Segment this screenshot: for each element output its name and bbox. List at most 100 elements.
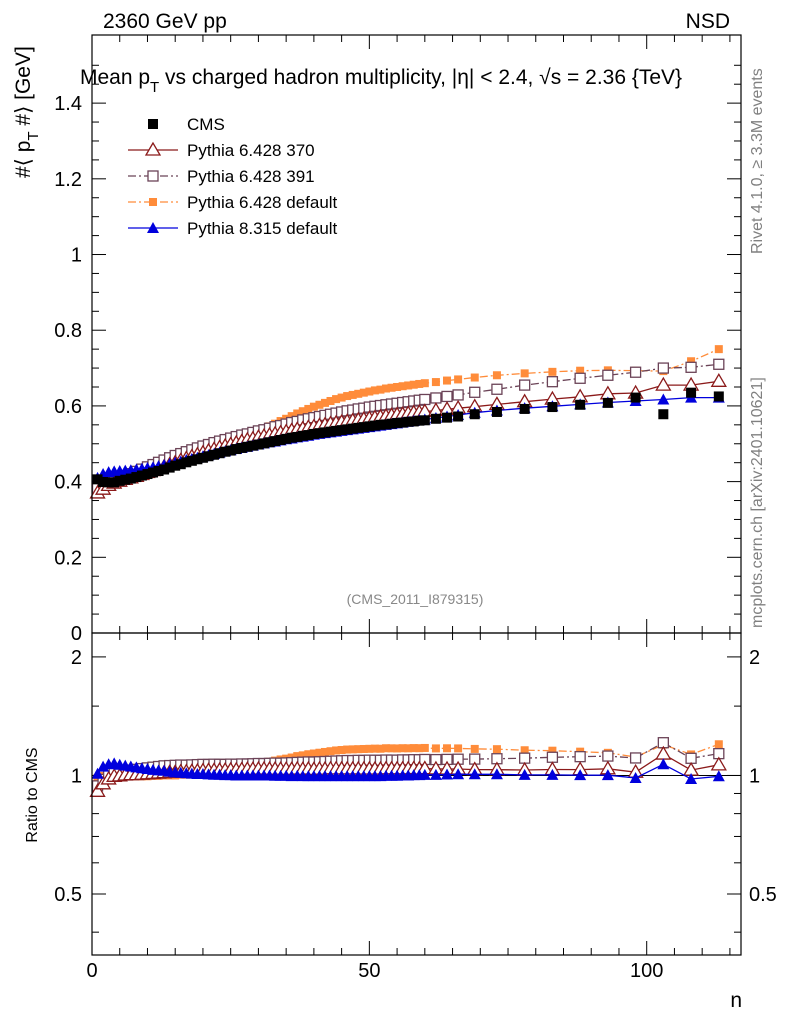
data-point <box>381 384 390 393</box>
y-axis-label-part2: #⟩ [GeV] <box>12 46 35 131</box>
legend-marker <box>149 198 157 206</box>
data-point <box>98 476 109 487</box>
ratio-y-tick-label: 1 <box>71 765 82 787</box>
legend-item-pythia-6-428-391: Pythia 6.428 391 <box>128 167 315 186</box>
x-tick-label: 100 <box>630 960 663 982</box>
data-point <box>414 415 425 426</box>
data-point <box>655 376 672 391</box>
ratio-point <box>326 747 335 756</box>
data-point <box>365 387 374 396</box>
ratio-point <box>468 768 481 780</box>
ratio-point <box>443 744 452 753</box>
data-point <box>431 378 440 387</box>
data-point <box>713 391 724 402</box>
data-point <box>364 421 375 432</box>
plot-title: Mean pT vs charged hadron multiplicity, … <box>80 66 682 96</box>
data-point <box>192 454 203 465</box>
ratio-point <box>629 752 642 764</box>
energy-label: 2360 GeV pp <box>103 10 227 33</box>
ratio-point <box>315 748 324 757</box>
data-point <box>286 432 297 443</box>
legend-item-pythia-8-315-default: Pythia 8.315 default <box>128 219 338 238</box>
ratio-panel-ticks: 0 50 100 0.5 0.5 1 1 2 2 <box>54 633 777 982</box>
data-point <box>320 398 329 407</box>
ratio-y-tick-label: 2 <box>71 647 82 669</box>
ratio-point <box>431 744 440 753</box>
data-point <box>491 406 502 417</box>
data-point <box>231 444 242 455</box>
data-point <box>308 428 319 439</box>
data-point <box>602 397 613 408</box>
data-point <box>419 393 431 406</box>
ratio-series-pythia-8-315-default <box>91 757 725 784</box>
y-axis-label: #⟨ pT #⟩ [GeV] <box>12 46 42 178</box>
ratio-point <box>387 744 396 753</box>
ratio-point <box>519 752 531 764</box>
data-point <box>236 442 247 453</box>
data-point <box>574 372 586 384</box>
ratio-point <box>359 744 368 753</box>
data-point <box>214 448 225 459</box>
data-point <box>713 358 725 370</box>
data-point <box>175 459 186 470</box>
ratio-point <box>574 769 587 781</box>
legend-label: Pythia 8.315 default <box>187 219 338 238</box>
ratio-point <box>420 743 429 752</box>
ratio-point <box>452 768 465 780</box>
legend-marker <box>148 119 158 129</box>
data-point <box>331 425 342 436</box>
ratio-point <box>409 744 418 753</box>
ratio-point <box>710 756 727 771</box>
ratio-point <box>470 744 479 753</box>
data-point <box>181 457 192 468</box>
plot-title-part3: |η| < 2.4, √s = 2.36 {TeV} <box>452 66 682 89</box>
plot-title-part1: Mean p <box>80 66 150 89</box>
data-point <box>309 402 318 411</box>
data-point <box>442 412 453 423</box>
data-point <box>398 382 407 391</box>
data-point <box>430 413 441 424</box>
y-axis-label-part1: #⟨ p <box>12 141 35 178</box>
data-point <box>409 380 418 389</box>
data-point <box>420 379 429 388</box>
legend-label: Pythia 6.428 391 <box>187 167 315 186</box>
ratio-point <box>304 750 313 759</box>
data-point <box>469 409 480 420</box>
data-point <box>342 424 353 435</box>
data-point <box>453 411 464 422</box>
data-point <box>369 420 380 431</box>
data-point <box>386 418 397 429</box>
data-point <box>657 393 670 405</box>
ratio-point <box>365 744 374 753</box>
data-point <box>404 381 413 390</box>
data-point <box>103 477 114 488</box>
data-point <box>225 445 236 456</box>
data-point <box>120 474 131 485</box>
plot-title-part2: vs charged hadron multiplicity, <box>159 66 452 89</box>
ratio-point <box>309 749 318 758</box>
data-point <box>714 345 723 354</box>
data-point <box>353 422 364 433</box>
data-point <box>658 409 669 420</box>
data-point <box>297 430 308 441</box>
data-point <box>657 362 669 374</box>
ratio-y-axis-label: Ratio to CMS <box>24 747 41 842</box>
data-point <box>546 376 559 388</box>
ratio-y-tick-label: 0.5 <box>54 884 82 906</box>
legend-marker <box>144 141 162 156</box>
ratio-point <box>602 750 614 762</box>
data-point <box>186 455 197 466</box>
data-point <box>114 475 125 486</box>
ratio-panel-series <box>89 737 727 797</box>
data-point <box>281 433 292 444</box>
data-point <box>343 392 352 401</box>
data-point <box>469 386 481 398</box>
ratio-point <box>354 745 363 754</box>
data-point <box>247 440 258 451</box>
data-point <box>470 373 479 382</box>
legend: CMS Pythia 6.428 370 Pythia 6.428 391 Pythi… <box>128 115 338 238</box>
data-point <box>443 376 452 385</box>
data-point <box>298 407 307 416</box>
ratio-point <box>490 768 503 780</box>
